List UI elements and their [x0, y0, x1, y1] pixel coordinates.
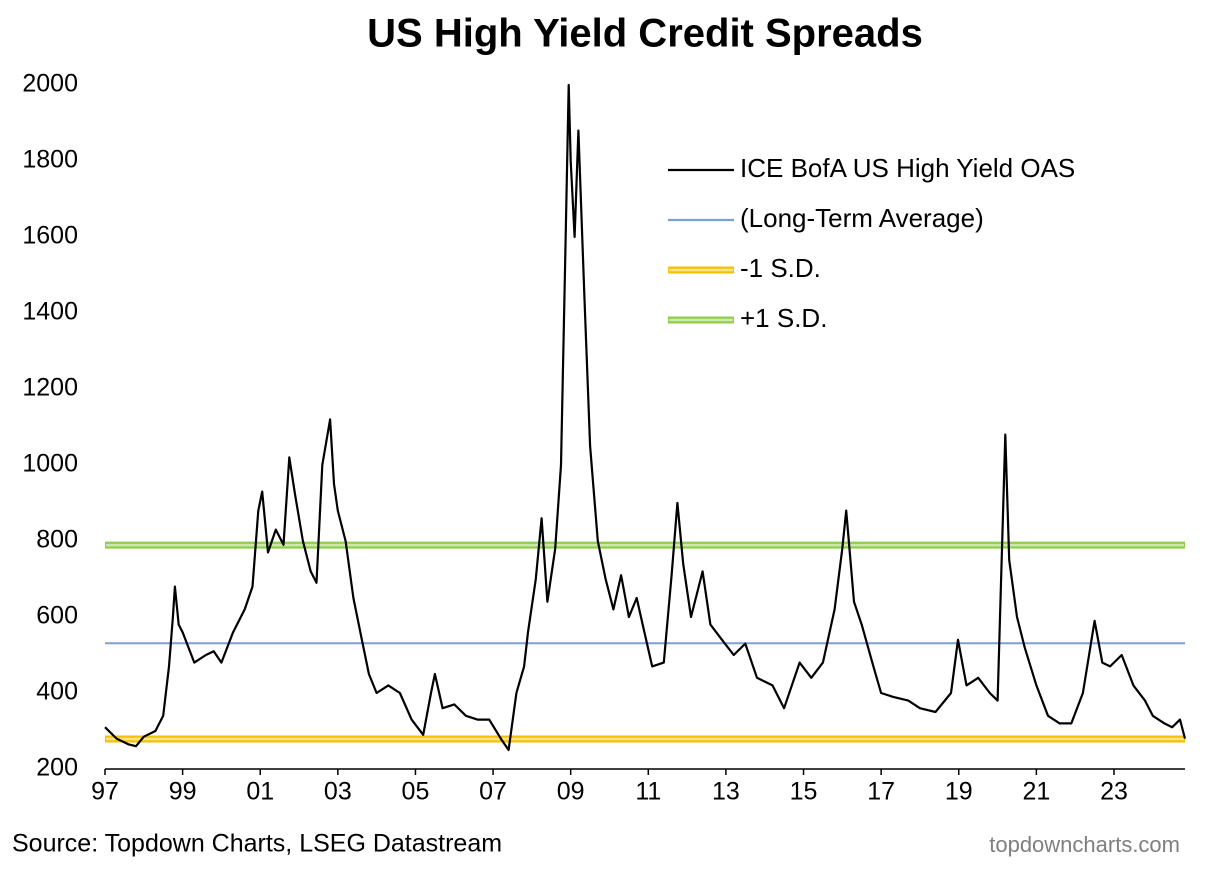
x-tick-label: 13: [712, 778, 740, 806]
x-tick-label: 07: [479, 778, 507, 806]
y-tick-label: 600: [36, 602, 78, 630]
y-tick-label: 1800: [22, 146, 78, 174]
x-tick-label: 19: [945, 778, 973, 806]
x-tick-label: 05: [402, 778, 430, 806]
x-tick-label: 09: [557, 778, 585, 806]
y-tick-label: 1400: [22, 298, 78, 326]
x-tick-label: 23: [1100, 778, 1128, 806]
x-tick-label: 15: [790, 778, 818, 806]
y-tick-label: 1600: [22, 222, 78, 250]
y-tick-label: 1000: [22, 450, 78, 478]
x-tick-label: 17: [867, 778, 895, 806]
y-tick-label: 1200: [22, 374, 78, 402]
data-line: [104, 83, 1187, 752]
legend-label: +1 S.D.: [740, 303, 827, 333]
y-tick-label: 2000: [22, 70, 78, 98]
legend-label: ICE BofA US High Yield OAS: [740, 153, 1075, 183]
x-tick-label: 21: [1022, 778, 1050, 806]
x-tick-label: 99: [169, 778, 197, 806]
y-tick-label: 800: [36, 526, 78, 554]
x-tick-label: 03: [324, 778, 352, 806]
x-tick-label: 11: [635, 778, 661, 806]
x-tick-label: 01: [246, 778, 274, 806]
watermark: topdowncharts.com: [989, 832, 1180, 857]
legend-label: -1 S.D.: [740, 253, 821, 283]
source: Source: Topdown Charts, LSEG Datastream: [12, 830, 502, 858]
legend-label: (Long-Term Average): [740, 203, 984, 233]
x-tick-label: 97: [91, 778, 119, 806]
y-tick-label: 200: [36, 754, 78, 782]
y-tick-label: 400: [36, 678, 78, 706]
chart-title: US High Yield Credit Spreads: [367, 12, 923, 56]
